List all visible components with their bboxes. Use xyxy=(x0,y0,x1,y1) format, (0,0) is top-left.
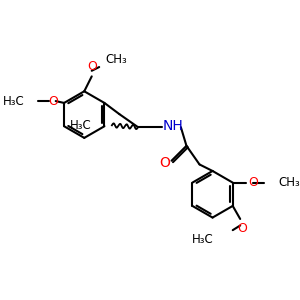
Text: CH₃: CH₃ xyxy=(106,53,128,66)
Text: O: O xyxy=(88,60,98,73)
Text: O: O xyxy=(160,156,170,170)
Text: H₃C: H₃C xyxy=(3,94,25,108)
Text: CH₃: CH₃ xyxy=(278,176,300,189)
Text: O: O xyxy=(249,176,259,189)
Text: O: O xyxy=(48,94,58,108)
Text: NH: NH xyxy=(163,119,184,133)
Text: H₃C: H₃C xyxy=(192,233,214,246)
Text: H₃C: H₃C xyxy=(70,119,92,132)
Text: O: O xyxy=(237,222,247,235)
